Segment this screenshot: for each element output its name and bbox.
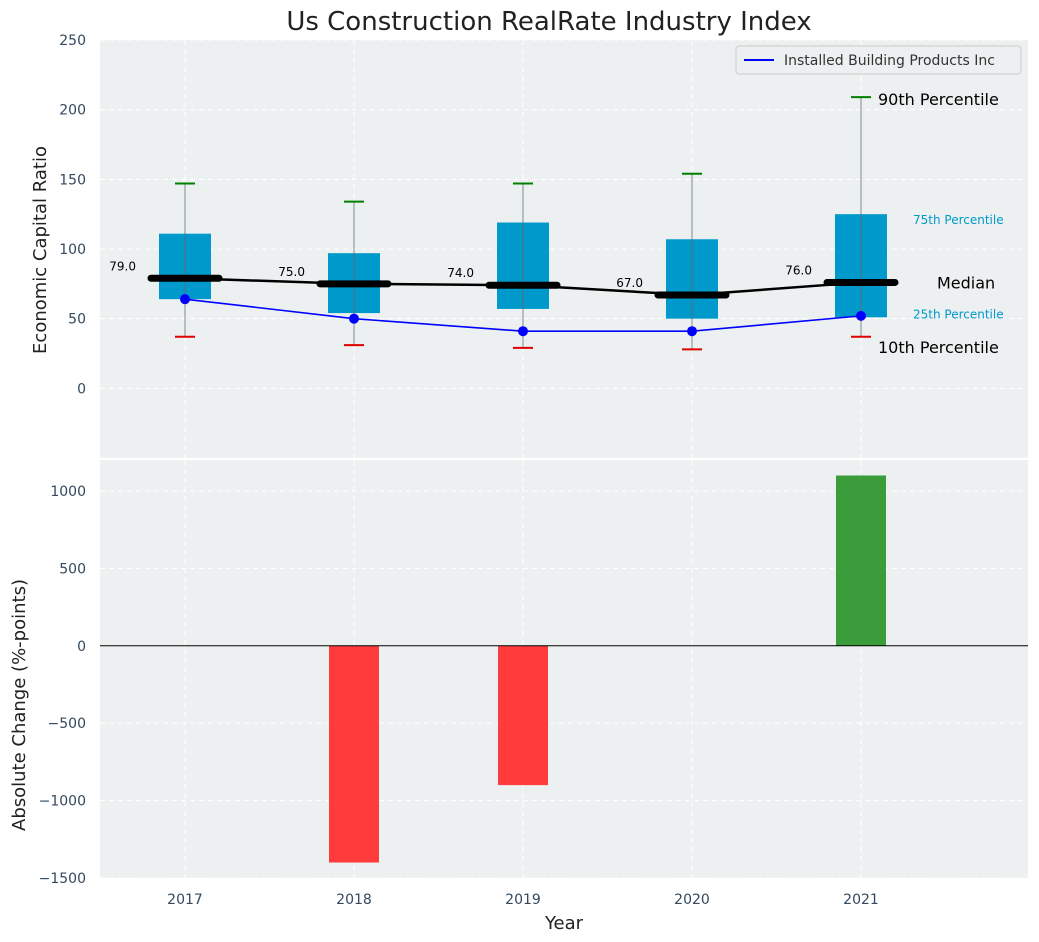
legend-box [735, 45, 1022, 75]
legend-entry: Installed Building Products Inc [784, 53, 995, 69]
box-2020: 67.0 [616, 172, 730, 351]
median-label: 74.0 [447, 266, 474, 280]
median-label: 76.0 [785, 263, 812, 277]
bottom-y-tick: 1000 [50, 484, 86, 500]
p90-annotation: 90th Percentile [878, 90, 999, 109]
bottom-y-axis-label: Absolute Change (%-points) [9, 579, 30, 831]
bar-2018 [329, 645, 379, 863]
change-bars [329, 475, 886, 863]
series-point-2021 [856, 310, 866, 321]
x-tick: 2018 [336, 892, 372, 908]
median-line [184, 277, 862, 297]
bottom-y-tick: −1000 [39, 794, 86, 810]
box-2019: 74.0 [447, 182, 561, 349]
top-y-tick: 200 [59, 103, 86, 119]
company-series [180, 294, 866, 337]
panel-separator [100, 458, 1028, 460]
top-y-tick: 100 [59, 242, 86, 258]
top-y-axis-label: Economic Capital Ratio [30, 146, 51, 354]
top-y-tick: 0 [77, 381, 86, 397]
series-point-2020 [687, 326, 697, 337]
x-tick: 2021 [843, 892, 879, 908]
x-tick: 2017 [167, 892, 203, 908]
bottom-y-tick-labels: −1500 −1000 −500 0 500 1000 [39, 484, 86, 887]
median-label: 75.0 [278, 265, 305, 279]
bottom-y-tick: 0 [77, 639, 86, 655]
series-point-2019 [518, 326, 528, 337]
box-2021: 76.0 [785, 96, 899, 338]
p75-annotation: 75th Percentile [913, 213, 1004, 227]
bottom-y-tick: −1500 [39, 871, 86, 887]
x-tick-labels: 2017 2018 2019 2020 2021 [167, 892, 879, 908]
p25-annotation: 25th Percentile [913, 307, 1004, 321]
series-point-2017 [180, 294, 190, 305]
bar-2019 [498, 645, 548, 786]
x-tick: 2019 [505, 892, 541, 908]
percentile-annotations: 90th Percentile 75th Percentile Median 25th… [878, 90, 1004, 357]
bottom-y-tick: −500 [48, 716, 86, 732]
p10-annotation: 10th Percentile [878, 338, 999, 357]
median-trend [184, 277, 862, 297]
bottom-y-tick: 500 [59, 561, 86, 577]
top-y-tick: 150 [59, 172, 86, 188]
bottom-plot-area [100, 460, 1028, 878]
x-axis-label: Year [544, 913, 584, 934]
median-label: 79.0 [109, 259, 136, 273]
x-tick: 2020 [674, 892, 710, 908]
median-label: 67.0 [616, 276, 643, 290]
series-point-2018 [349, 313, 359, 324]
top-y-tick: 250 [59, 33, 86, 49]
bar-2021 [836, 475, 886, 646]
median-annotation: Median [937, 273, 995, 292]
legend: Installed Building Products Inc [735, 45, 1022, 75]
chart-title: Us Construction RealRate Industry Index [286, 7, 811, 37]
top-y-tick: 50 [68, 312, 86, 328]
top-y-tick-labels: 0 50 100 150 200 250 [59, 33, 86, 397]
